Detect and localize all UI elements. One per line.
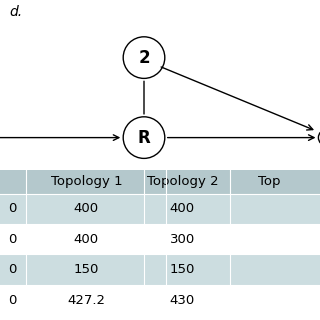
Text: 400: 400 [74, 202, 99, 215]
Text: 150: 150 [170, 263, 195, 276]
Text: 300: 300 [170, 233, 195, 246]
Circle shape [123, 37, 165, 78]
Text: R: R [138, 129, 150, 147]
Text: 0: 0 [9, 293, 17, 307]
Text: 427.2: 427.2 [68, 293, 105, 307]
Bar [0, 170, 320, 194]
Circle shape [318, 130, 320, 146]
Bar [0, 254, 320, 285]
Text: 430: 430 [170, 293, 195, 307]
Text: d.: d. [10, 5, 23, 19]
Bar [0, 224, 320, 254]
Text: 150: 150 [74, 263, 99, 276]
Text: 400: 400 [74, 233, 99, 246]
Text: 0: 0 [9, 263, 17, 276]
Text: 400: 400 [170, 202, 195, 215]
Circle shape [123, 117, 165, 158]
Text: Topology 2: Topology 2 [147, 175, 218, 188]
Text: Topology 1: Topology 1 [51, 175, 122, 188]
Text: 2: 2 [138, 49, 150, 67]
Text: 0: 0 [9, 202, 17, 215]
Bar [0, 285, 320, 315]
Text: Top: Top [258, 175, 280, 188]
Text: 0: 0 [9, 233, 17, 246]
Bar [0, 194, 320, 224]
